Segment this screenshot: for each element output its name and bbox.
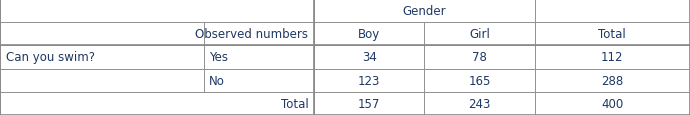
Bar bbox=[424, 46, 535, 69]
Bar bbox=[535, 23, 690, 46]
Text: Yes: Yes bbox=[209, 51, 228, 64]
Text: 34: 34 bbox=[362, 51, 377, 64]
Bar bbox=[424, 92, 535, 115]
Text: 112: 112 bbox=[601, 51, 624, 64]
Text: Total: Total bbox=[281, 97, 308, 110]
Bar bbox=[314, 46, 424, 69]
Text: 288: 288 bbox=[601, 74, 624, 87]
Bar bbox=[0, 46, 204, 69]
Text: Girl: Girl bbox=[469, 28, 490, 41]
Text: Total: Total bbox=[598, 28, 627, 41]
Text: No: No bbox=[209, 74, 225, 87]
Bar bbox=[314, 69, 424, 92]
Text: 400: 400 bbox=[601, 97, 624, 110]
Bar bbox=[204, 46, 314, 69]
Bar bbox=[0, 92, 314, 115]
Text: 123: 123 bbox=[358, 74, 380, 87]
Text: Gender: Gender bbox=[402, 5, 446, 18]
Bar bbox=[535, 0, 690, 23]
Text: Can you swim?: Can you swim? bbox=[6, 51, 95, 64]
Bar bbox=[0, 0, 314, 23]
Text: 165: 165 bbox=[469, 74, 491, 87]
Bar bbox=[535, 69, 690, 92]
Bar bbox=[314, 23, 424, 46]
Bar bbox=[0, 23, 204, 46]
Bar bbox=[424, 23, 535, 46]
Bar bbox=[314, 92, 424, 115]
Text: 78: 78 bbox=[472, 51, 487, 64]
Text: 243: 243 bbox=[469, 97, 491, 110]
Text: 157: 157 bbox=[358, 97, 380, 110]
Text: Observed numbers: Observed numbers bbox=[195, 28, 308, 41]
Bar bbox=[204, 23, 314, 46]
Bar bbox=[0, 69, 204, 92]
Bar bbox=[535, 92, 690, 115]
Text: Boy: Boy bbox=[358, 28, 380, 41]
Bar bbox=[535, 46, 690, 69]
Bar bbox=[314, 0, 535, 23]
Bar bbox=[204, 69, 314, 92]
Bar bbox=[424, 69, 535, 92]
